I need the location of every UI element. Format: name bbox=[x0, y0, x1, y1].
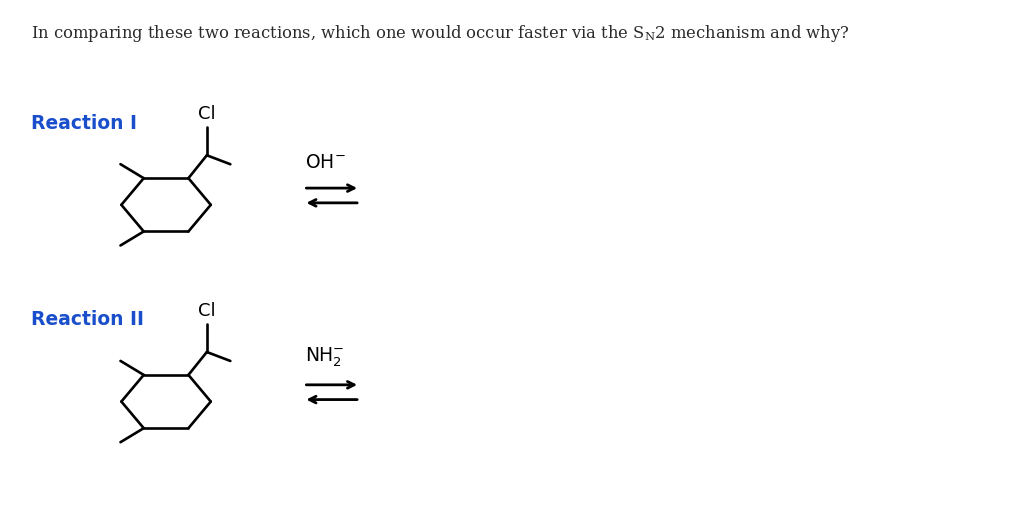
Text: In comparing these two reactions, which one would occur faster via the S$_\mathr: In comparing these two reactions, which … bbox=[31, 23, 849, 44]
Text: Cl: Cl bbox=[199, 105, 216, 123]
Text: OH$^{-}$: OH$^{-}$ bbox=[305, 153, 346, 173]
Text: Reaction II: Reaction II bbox=[31, 310, 144, 329]
Text: Cl: Cl bbox=[199, 302, 216, 320]
Text: Reaction I: Reaction I bbox=[31, 114, 136, 133]
Text: NH$_2^{-}$: NH$_2^{-}$ bbox=[305, 346, 345, 369]
